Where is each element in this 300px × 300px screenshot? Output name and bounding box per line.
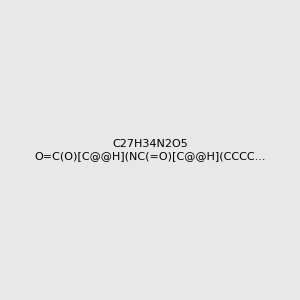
Text: C27H34N2O5
O=C(O)[C@@H](NC(=O)[C@@H](CCCC...: C27H34N2O5 O=C(O)[C@@H](NC(=O)[C@@H](CCC… [34,139,266,161]
